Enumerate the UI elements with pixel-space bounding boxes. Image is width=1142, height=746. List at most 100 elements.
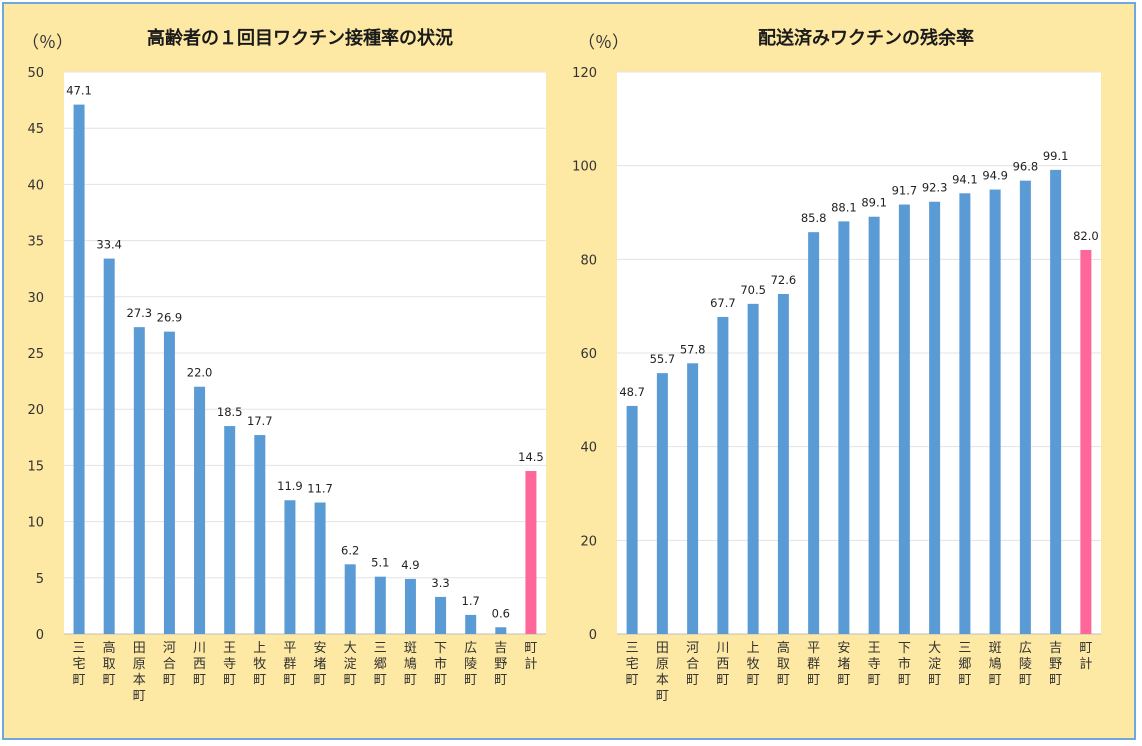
y-tick-label: 10 (27, 516, 44, 531)
bar (404, 578, 416, 634)
data-label: 11.7 (307, 481, 333, 495)
bar-total (1080, 249, 1092, 634)
data-label: 91.7 (892, 184, 918, 198)
category-label: 上牧町 (747, 641, 760, 688)
data-label: 88.1 (831, 200, 857, 214)
data-label: 70.5 (740, 283, 766, 297)
y-tick-label: 20 (27, 403, 44, 418)
category-label: 河合町 (163, 641, 176, 688)
data-label: 6.2 (341, 543, 359, 557)
bar (465, 614, 477, 634)
data-label: 47.1 (66, 84, 92, 98)
data-labels: 47.1 33.4 27.3 26.9 22.0 18.5 17.7 11.9 11.7 6.2 5… (66, 84, 543, 621)
category-label: 高取町 (103, 640, 116, 688)
data-label: 94.1 (952, 172, 978, 186)
category-label: 田原本町 (656, 641, 669, 704)
chart-title: 配送済みワクチンの残余率 (758, 27, 974, 49)
bar (103, 258, 115, 634)
category-labels: 三宅町 高取町 田原本町 河合町 川西町 王寺町 上牧町 平群町 安堵町 大淀町 三郷町 斑鳩町 下市町… (73, 640, 538, 704)
y-tick-labels: 0 20 40 60 80 100 120 (572, 66, 597, 643)
y-tick-label: 50 (27, 66, 44, 81)
category-label: 高取町 (777, 640, 790, 688)
y-tick-label: 120 (572, 66, 597, 81)
data-label: 27.3 (127, 306, 153, 320)
data-label: 17.7 (247, 414, 273, 428)
category-label: 大淀町 (928, 641, 941, 688)
data-label: 57.8 (680, 342, 706, 356)
data-label: 4.9 (401, 558, 419, 572)
category-label: 広陵町 (464, 641, 477, 688)
data-label: 94.9 (982, 169, 1008, 183)
data-label: 22.0 (187, 366, 213, 380)
data-label: 72.6 (771, 273, 797, 287)
bar (194, 386, 206, 634)
chart-residual-rate: 配送済みワクチンの残余率 （％） 0 20 40 60 80 100 120 48.7 55.… (572, 27, 1101, 704)
bars (626, 169, 1092, 635)
y-tick-label: 40 (580, 441, 597, 456)
data-label: 85.8 (801, 211, 827, 225)
category-label: 町計 (524, 641, 537, 672)
data-label: 67.7 (710, 296, 736, 310)
bar (898, 204, 910, 634)
y-tick-label: 60 (580, 347, 597, 362)
bar (656, 373, 668, 634)
category-label: 王寺町 (223, 641, 236, 688)
bar (777, 293, 789, 634)
category-label: 斑鳩町 (989, 641, 1002, 688)
bar (435, 596, 447, 634)
data-label: 89.1 (861, 196, 887, 210)
data-label: 33.4 (96, 238, 122, 252)
data-labels: 48.7 55.7 57.8 67.7 70.5 72.6 85.8 88.1 89.1 91.7… (619, 149, 1098, 399)
data-label: 0.6 (492, 606, 510, 620)
bar (868, 216, 880, 634)
category-label: 王寺町 (868, 641, 881, 688)
bar (374, 576, 386, 634)
data-label: 14.5 (518, 450, 544, 464)
bar (687, 363, 699, 634)
y-tick-label: 5 (36, 572, 44, 587)
y-tick-label: 0 (589, 628, 597, 643)
category-label: 広陵町 (1019, 641, 1032, 688)
category-label: 町計 (1079, 641, 1092, 672)
bar (808, 232, 820, 635)
bar (1050, 169, 1062, 635)
data-label: 26.9 (157, 311, 183, 325)
bar (838, 221, 850, 635)
chart-title: 高齢者の１回目ワクチン接種率の状況 (147, 27, 453, 49)
bar (989, 189, 1001, 634)
bar (1019, 180, 1031, 635)
category-label: 三宅町 (626, 641, 639, 688)
category-label: 平群町 (283, 641, 296, 688)
data-label: 96.8 (1013, 160, 1039, 174)
chart-vaccination-rate: 高齢者の１回目ワクチン接種率の状況 （％） 0 5 10 15 20 25 30 35 40 45… (22, 27, 546, 704)
bar (254, 435, 266, 634)
category-label: 安堵町 (837, 641, 850, 688)
category-labels: 三宅町 田原本町 河合町 川西町 上牧町 高取町 平群町 安堵町 王寺町 下市町 大淀町 三郷町 斑鳩町… (626, 640, 1093, 704)
bar-total (525, 471, 537, 634)
data-label: 1.7 (462, 594, 480, 608)
y-tick-label: 80 (580, 253, 597, 268)
bar (73, 104, 85, 634)
category-label: 三郷町 (374, 641, 387, 688)
bar (717, 316, 729, 634)
data-label: 48.7 (619, 385, 645, 399)
data-label: 5.1 (371, 556, 389, 570)
bar (929, 201, 941, 634)
y-tick-label: 35 (27, 235, 44, 250)
category-label: 下市町 (898, 641, 911, 688)
data-label: 3.3 (431, 576, 449, 590)
category-label: 下市町 (434, 641, 447, 688)
category-label: 吉野町 (494, 641, 507, 688)
bar (626, 405, 638, 634)
bars (73, 104, 537, 634)
bar (133, 327, 145, 634)
y-tick-label: 45 (27, 122, 44, 137)
data-label: 82.0 (1073, 229, 1099, 243)
category-label: 田原本町 (133, 641, 146, 704)
y-tick-label: 30 (27, 291, 44, 306)
y-tick-label: 15 (27, 459, 44, 474)
bar (747, 303, 759, 634)
y-tick-label: 25 (27, 347, 44, 362)
category-label: 平群町 (807, 641, 820, 688)
